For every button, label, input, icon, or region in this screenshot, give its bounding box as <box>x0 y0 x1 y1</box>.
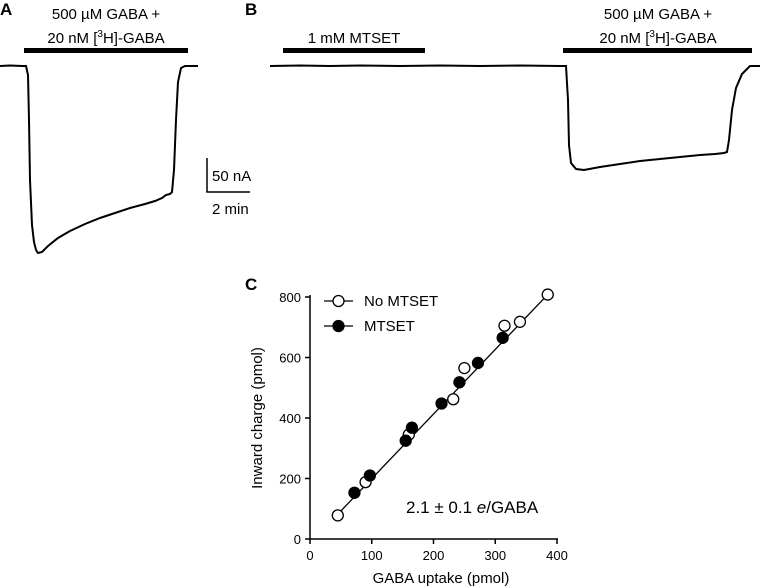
panel-c-chart: 0 200 400 600 800 0 100 200 300 400 GABA uptake … <box>249 288 568 587</box>
slope-annotation: 2.1 ± 0.1 e/GABA <box>406 498 539 517</box>
panel-b-gaba-label-line1: 500 µM GABA + <box>604 6 713 23</box>
x-tick-label: 100 <box>361 548 383 563</box>
x-tick-label: 0 <box>306 548 313 563</box>
panel-b-mtset-application-bar <box>283 48 425 53</box>
y-tick-label: 600 <box>279 351 301 366</box>
y-tick-label: 800 <box>279 290 301 305</box>
panel-b-current-trace <box>269 64 760 172</box>
data-point-mtset <box>405 421 419 434</box>
data-point-no-mtset <box>331 509 344 522</box>
data-point-mtset <box>399 434 412 447</box>
data-point-mtset <box>453 376 466 389</box>
x-tick-label: 200 <box>423 548 445 563</box>
legend-label-no-mtset: No MTSET <box>364 293 438 310</box>
data-point-mtset <box>496 331 509 344</box>
y-tick-label: 0 <box>294 532 301 547</box>
x-axis-title: GABA uptake (pmol) <box>373 570 510 587</box>
data-point-mtset <box>471 356 485 370</box>
data-point-no-mtset <box>498 319 511 332</box>
y-axis-title: Inward charge (pmol) <box>249 347 266 489</box>
data-point-mtset <box>435 397 448 410</box>
y-tick-label: 400 <box>279 411 301 426</box>
legend-label-mtset: MTSET <box>364 318 415 335</box>
scale-bar-current-label: 50 nA <box>212 168 251 185</box>
panel-b-gaba-label-line2: 20 nM [3H]-GABA <box>599 29 716 47</box>
data-point-mtset <box>348 486 361 499</box>
panel-a-bar-label-line2: 20 nM [3H]-GABA <box>47 29 164 47</box>
data-point-no-mtset <box>458 361 471 375</box>
panel-a-gaba-application-bar <box>24 48 188 53</box>
data-point-no-mtset <box>513 315 527 328</box>
panel-a-label: A <box>0 0 12 19</box>
x-tick-label: 300 <box>484 548 506 563</box>
x-tick-label: 400 <box>546 548 568 563</box>
panel-b-mtset-label: 1 mM MTSET <box>308 30 401 47</box>
data-point-no-mtset <box>447 393 460 406</box>
scale-bar-time-label: 2 min <box>212 201 249 218</box>
panel-a-bar-label-line1: 500 µM GABA + <box>52 6 161 23</box>
data-point-no-mtset <box>541 288 554 301</box>
legend-marker-mtset <box>332 319 345 333</box>
panel-b-gaba-application-bar <box>563 48 752 53</box>
panel-a-current-trace <box>0 64 198 255</box>
data-point-mtset <box>363 469 377 482</box>
panel-b-label: B <box>245 0 257 19</box>
y-tick-label: 200 <box>279 472 301 487</box>
panel-c-label: C <box>245 275 257 294</box>
legend-marker-no-mtset <box>332 294 345 308</box>
legend: No MTSET MTSET <box>324 293 438 335</box>
